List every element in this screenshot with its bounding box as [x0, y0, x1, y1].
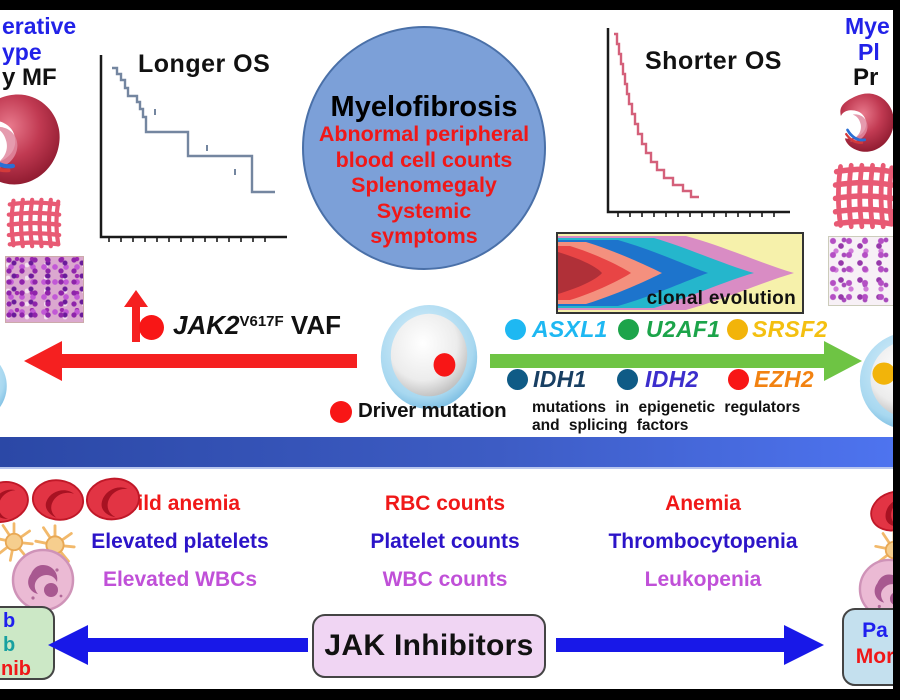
green-right-arrow-icon	[490, 341, 862, 381]
circle-feature-3: Splenomegaly	[351, 173, 497, 197]
fibrosis-mesh-left	[6, 197, 62, 249]
label-right-phenotype-line1: Mye	[845, 13, 890, 39]
survival-curve-shorter-os	[606, 28, 790, 217]
label-right-phenotype-line2: Pl	[858, 39, 880, 65]
idh2-dot-icon	[617, 369, 638, 390]
clonal-evolution-streams	[558, 234, 802, 312]
drug-right-line1: Pa	[862, 619, 888, 642]
clonal-evolution-plot: clonal evolution	[556, 232, 804, 314]
circle-title: Myelofibrosis	[330, 91, 518, 123]
jak2-gene-text: JAK2	[173, 310, 240, 340]
circle-feature-1: Abnormal peripheral	[318, 122, 530, 146]
col-counts-row3: WBC counts	[382, 568, 508, 591]
gene-idh1: IDH1	[533, 366, 587, 392]
label-right-phenotype-line3: Pr	[853, 64, 879, 91]
rbc-icon-left-3	[82, 470, 144, 529]
col-counts-row2: Platelet counts	[370, 530, 520, 553]
driver-mutation-dot-icon	[330, 401, 352, 423]
gene-srsf2: SRSF2	[752, 316, 828, 342]
col-depletive-row2: Thrombocytopenia	[608, 530, 798, 553]
gene-ezh2: EZH2	[754, 366, 814, 392]
myelofibrosis-circle: Myelofibrosis Abnormal peripheral blood …	[302, 26, 546, 270]
frame-bottom	[0, 689, 900, 700]
gene-idh2: IDH2	[645, 366, 699, 392]
drug-box-left	[0, 606, 55, 680]
blue-left-arrow-icon	[48, 625, 308, 665]
survival-curve-longer-os	[99, 55, 287, 242]
jak-inhibitors-box: JAK Inhibitors	[312, 614, 546, 678]
label-left-phenotype-line2: ype	[2, 39, 42, 65]
stem-cell-right	[858, 330, 900, 432]
gene-u2af1: U2AF1	[646, 316, 721, 342]
blood-smear-image-right	[828, 236, 896, 306]
label-driver-mutation: Driver mutation	[358, 399, 507, 422]
idh1-dot-icon	[507, 369, 528, 390]
col-proliferative-row3: Elevated WBCs	[102, 568, 258, 591]
frame-right	[893, 0, 900, 700]
rbc-icon-left-2	[27, 470, 90, 529]
drug-right-line2: Mor	[855, 645, 895, 668]
label-longer-os: Longer OS	[138, 50, 271, 78]
stem-cell-center	[379, 303, 479, 411]
drug-left-line2: b	[3, 634, 16, 656]
note-mutations-line1: mutations in epigenetic regulators	[532, 399, 801, 416]
gene-asxl1: ASXL1	[532, 316, 608, 342]
u2af1-dot-icon	[618, 319, 639, 340]
blue-right-arrow-icon	[556, 625, 824, 665]
histology-image-left	[5, 256, 84, 323]
red-left-arrow-icon	[24, 341, 357, 381]
srsf2-dot-icon	[727, 319, 748, 340]
spleen-image-right	[833, 88, 899, 158]
jak-inhibitors-label: JAK Inhibitors	[324, 629, 534, 662]
col-counts-row1: RBC counts	[384, 492, 506, 515]
jak2-vaf-label: JAK2V617F VAF	[173, 310, 341, 341]
drug-box-right	[842, 608, 900, 686]
drug-left-line3: nib	[1, 658, 31, 680]
wbc-icon-left	[11, 548, 75, 612]
col-proliferative-row2: Elevated platelets	[91, 530, 269, 553]
ezh2-dot-icon	[728, 369, 749, 390]
col-depletive-row3: Leukopenia	[644, 568, 762, 591]
col-depletive-row1: Anemia	[665, 492, 741, 515]
jak2-dot-icon	[139, 315, 164, 340]
asxl1-dot-icon	[505, 319, 526, 340]
label-left-phenotype-line1: erative	[2, 13, 77, 39]
fibrosis-mesh-right	[832, 162, 896, 230]
spleen-image-left	[0, 86, 68, 194]
note-mutations-line2: and splicing factors	[532, 417, 689, 434]
circle-feature-2: blood cell counts	[335, 147, 513, 172]
jak2-vaf-suffix: VAF	[283, 310, 341, 340]
label-shorter-os: Shorter OS	[645, 47, 782, 75]
jak2-superscript: V617F	[239, 313, 284, 330]
circle-feature-4: Systemic	[376, 198, 472, 223]
frame-top	[0, 0, 900, 10]
label-left-phenotype-line3: y MF	[2, 64, 57, 91]
col-proliferative-row1: Mild anemia	[119, 492, 241, 515]
drug-left-line1: b	[3, 610, 16, 632]
up-arrow-icon	[124, 290, 148, 342]
label-clonal-evolution: clonal evolution	[646, 288, 796, 309]
phenotype-gradient-band	[0, 437, 900, 469]
stem-cell-left-sliver	[0, 350, 8, 422]
circle-feature-5: symptoms	[370, 224, 478, 248]
